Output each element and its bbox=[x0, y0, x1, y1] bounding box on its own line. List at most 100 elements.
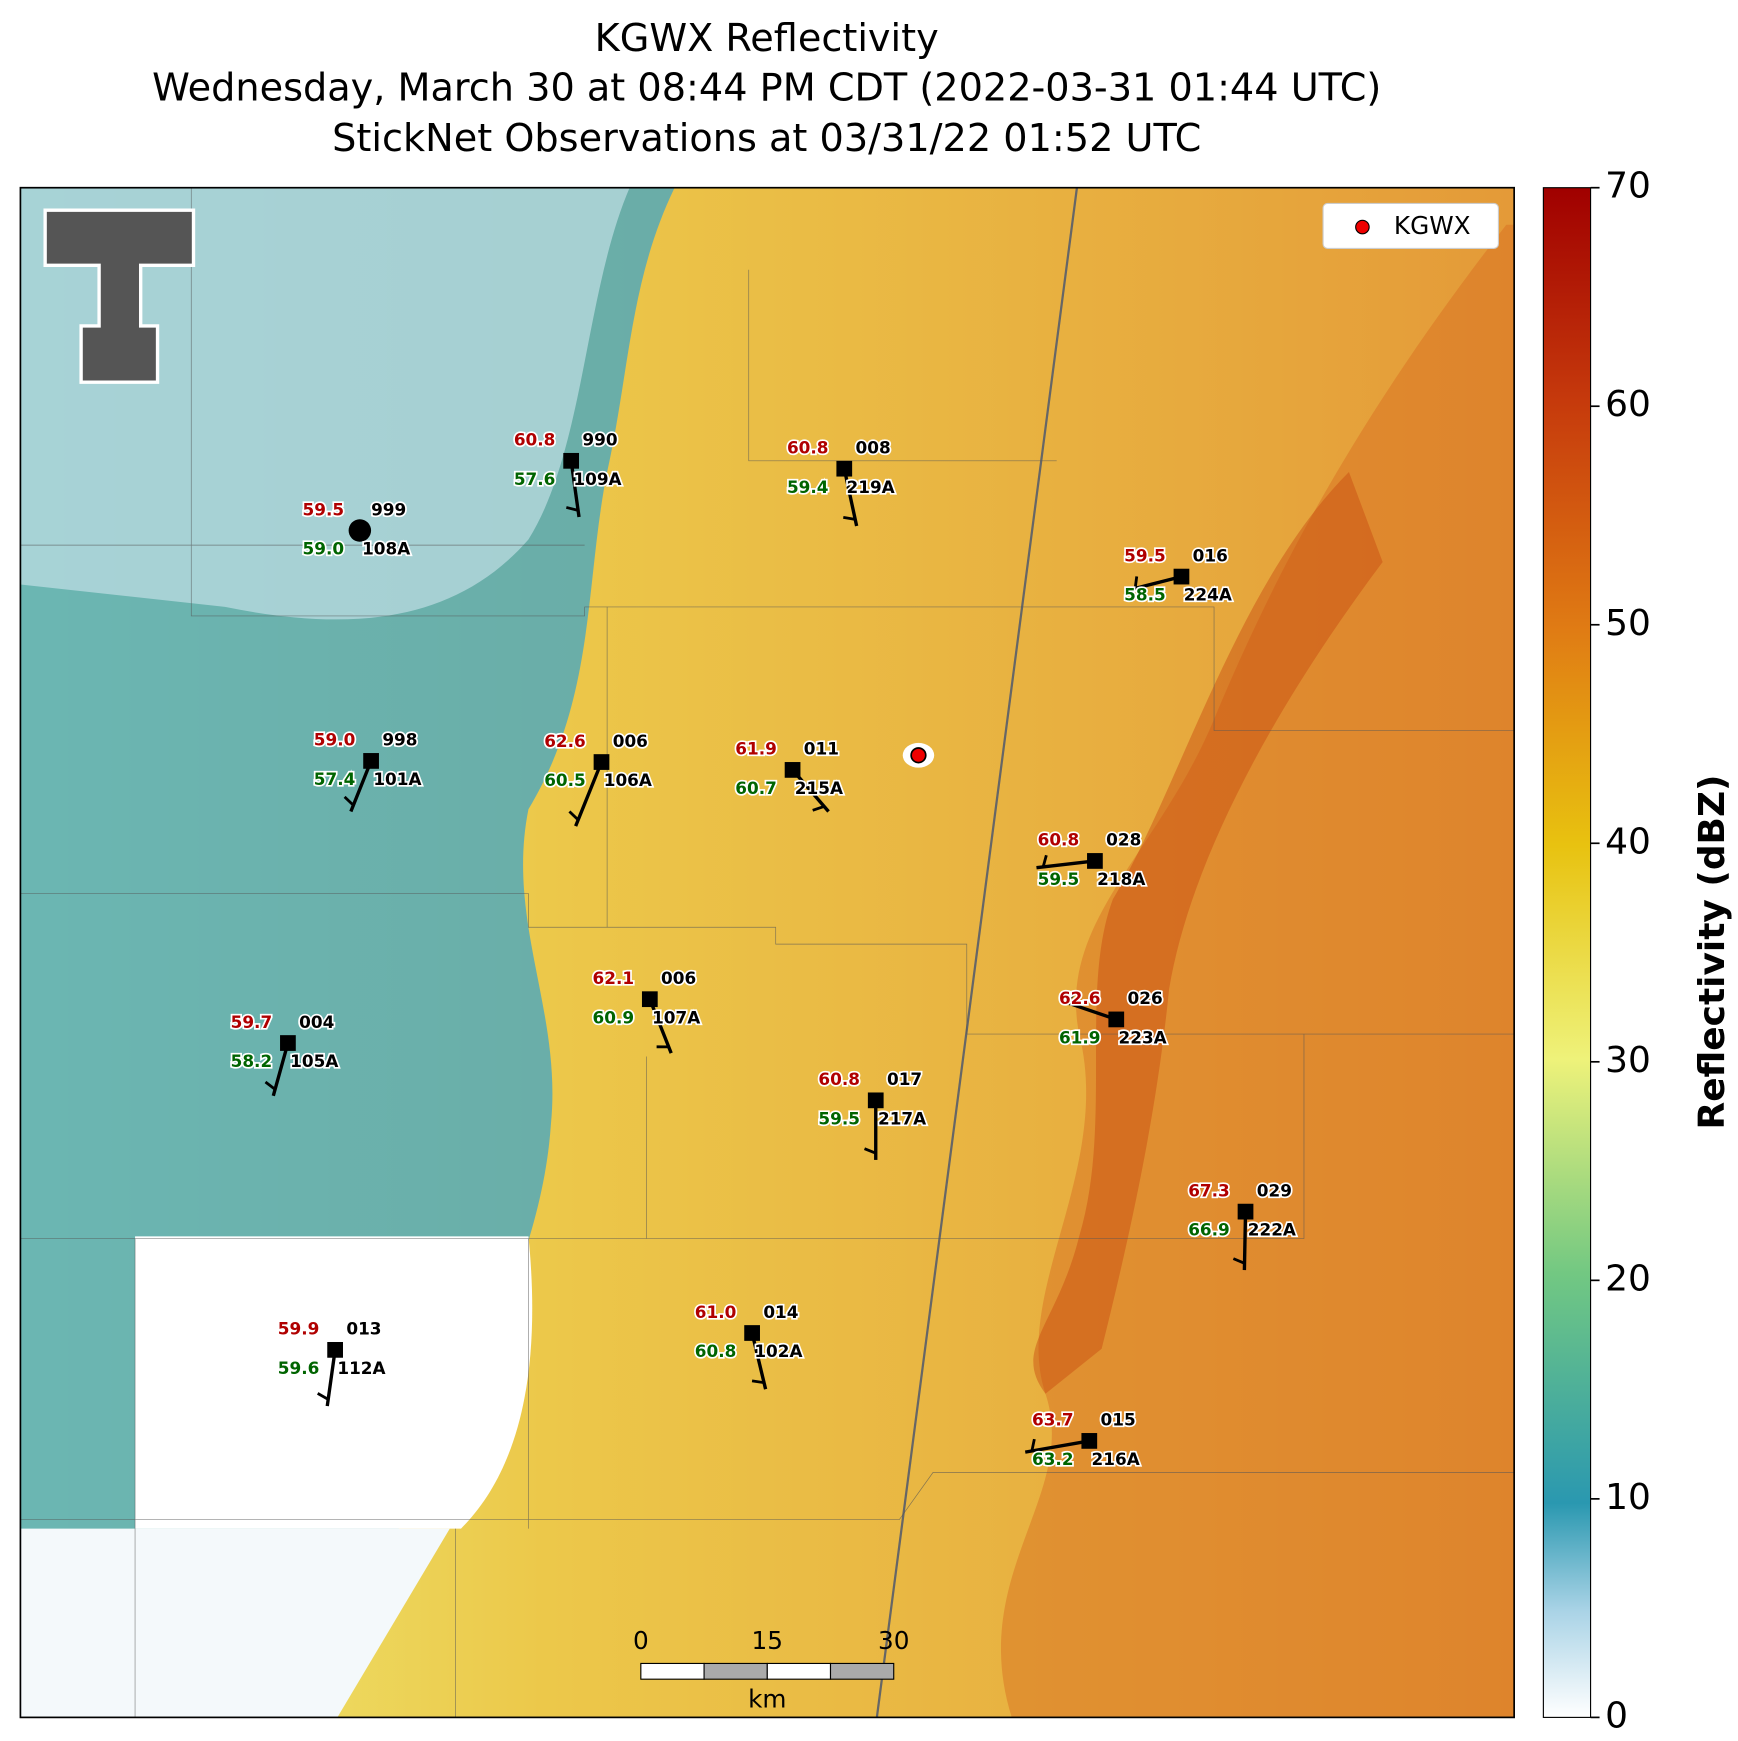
dewpoint: 59.6 bbox=[278, 1358, 320, 1378]
temperature: 62.6 bbox=[544, 731, 586, 751]
station-marker bbox=[363, 753, 379, 769]
station-id: 101A bbox=[373, 769, 421, 789]
probe-id: 008 bbox=[856, 437, 891, 457]
logo bbox=[43, 208, 196, 384]
scale-tick-label: 0 bbox=[633, 1626, 649, 1655]
dewpoint: 60.9 bbox=[593, 1007, 635, 1027]
barb-flag bbox=[565, 506, 579, 512]
colorbar-tick-label: 0 bbox=[1605, 1695, 1628, 1736]
temperature: 62.6 bbox=[1059, 988, 1101, 1008]
probe-id: 011 bbox=[804, 739, 839, 759]
barb-flag bbox=[264, 1080, 276, 1091]
station-id: 216A bbox=[1092, 1449, 1140, 1469]
station-marker bbox=[327, 1341, 343, 1358]
temperature: 60.8 bbox=[818, 1069, 860, 1089]
wind-barb bbox=[325, 1349, 337, 1407]
wind-barb bbox=[569, 460, 581, 518]
wind-barb bbox=[1024, 1439, 1090, 1454]
wind-barb bbox=[1242, 1211, 1248, 1271]
barb-flag bbox=[1041, 854, 1048, 868]
dewpoint: 57.4 bbox=[314, 769, 356, 789]
scale-tick-label: 30 bbox=[878, 1626, 909, 1655]
temperature: 59.5 bbox=[303, 499, 345, 519]
probe-id: 014 bbox=[763, 1302, 798, 1322]
temperature: 63.7 bbox=[1032, 1410, 1074, 1430]
calm-station bbox=[348, 519, 372, 542]
observations-time: StickNet Observations at 03/31/22 01:52 … bbox=[332, 117, 1201, 161]
temperature: 60.8 bbox=[787, 437, 829, 457]
probe-id: 004 bbox=[299, 1012, 334, 1032]
wind-barb bbox=[349, 760, 373, 813]
colorbar-tick-label: 60 bbox=[1605, 384, 1651, 425]
station-id: 108A bbox=[362, 539, 410, 559]
temperature: 59.7 bbox=[231, 1012, 273, 1032]
dewpoint: 58.5 bbox=[1124, 585, 1166, 605]
probe-id: 006 bbox=[613, 731, 648, 751]
dewpoint: 59.4 bbox=[787, 477, 829, 497]
station-id: 215A bbox=[795, 778, 843, 798]
dewpoint: 59.5 bbox=[818, 1108, 860, 1128]
wind-barb bbox=[1036, 859, 1096, 870]
legend-label: KGWX bbox=[1394, 211, 1471, 240]
subtitle: Wednesday, March 30 at 08:44 PM CDT (202… bbox=[152, 66, 1381, 110]
wind-barb bbox=[648, 998, 673, 1054]
dewpoint: 60.7 bbox=[735, 778, 777, 798]
station-id: 109A bbox=[573, 469, 621, 489]
title: KGWX Reflectivity bbox=[595, 17, 939, 61]
barb-flag bbox=[1133, 576, 1139, 589]
temperature: 61.9 bbox=[735, 739, 777, 759]
station-id: 105A bbox=[290, 1051, 338, 1071]
dewpoint: 60.5 bbox=[544, 770, 586, 790]
wind-barb bbox=[1059, 998, 1117, 1022]
station-id: 102A bbox=[754, 1341, 802, 1361]
station-marker bbox=[563, 452, 580, 469]
scale-segment bbox=[766, 1662, 832, 1680]
wind-barb bbox=[842, 468, 859, 527]
scale-segment bbox=[640, 1662, 705, 1680]
station-id: 112A bbox=[337, 1358, 385, 1378]
probe-id: 999 bbox=[371, 499, 406, 519]
probe-id: 028 bbox=[1106, 830, 1141, 850]
station-id: 107A bbox=[652, 1007, 700, 1027]
barb-flag bbox=[751, 1379, 765, 1385]
station-id: 217A bbox=[878, 1108, 926, 1128]
station-marker bbox=[593, 754, 610, 770]
temperature: 59.5 bbox=[1124, 545, 1166, 565]
station-marker bbox=[1173, 568, 1190, 585]
scale-segment bbox=[703, 1662, 768, 1680]
colorbar-tick-label: 50 bbox=[1605, 603, 1651, 644]
temperature: 59.0 bbox=[314, 730, 356, 750]
station-id: 223A bbox=[1119, 1028, 1167, 1048]
colorbar-tick-label: 70 bbox=[1605, 166, 1651, 207]
dewpoint: 58.2 bbox=[231, 1051, 273, 1071]
probe-id: 998 bbox=[382, 730, 417, 750]
probe-id: 006 bbox=[661, 968, 696, 988]
wind-barb bbox=[271, 1042, 290, 1097]
probe-id: 013 bbox=[346, 1319, 381, 1339]
dewpoint: 66.9 bbox=[1188, 1220, 1230, 1240]
station-id: 106A bbox=[604, 770, 652, 790]
station-marker bbox=[836, 460, 853, 477]
colorbar-label: Reflectivity (dBZ) bbox=[1692, 775, 1733, 1130]
station-marker bbox=[744, 1325, 760, 1341]
radar-image bbox=[20, 187, 1515, 1718]
dewpoint: 61.9 bbox=[1059, 1028, 1101, 1048]
dewpoint: 57.6 bbox=[514, 469, 556, 489]
dewpoint: 59.0 bbox=[303, 539, 345, 559]
probe-id: 990 bbox=[582, 430, 617, 450]
station-id: 219A bbox=[847, 477, 895, 497]
scale-segment bbox=[829, 1662, 895, 1680]
probe-id: 016 bbox=[1193, 545, 1228, 565]
probe-id: 029 bbox=[1257, 1180, 1292, 1200]
dewpoint: 59.5 bbox=[1038, 869, 1080, 889]
barb-flag bbox=[863, 1147, 877, 1155]
dewpoint: 63.2 bbox=[1032, 1449, 1074, 1469]
station-marker bbox=[1108, 1011, 1125, 1028]
station-marker bbox=[1237, 1203, 1254, 1220]
station-marker bbox=[1087, 853, 1103, 869]
colorbar-tick-label: 20 bbox=[1605, 1258, 1651, 1299]
temperature: 60.8 bbox=[514, 430, 556, 450]
barb-flag bbox=[1232, 1257, 1246, 1265]
probe-id: 015 bbox=[1101, 1410, 1136, 1430]
barb-flag bbox=[1030, 1438, 1036, 1452]
